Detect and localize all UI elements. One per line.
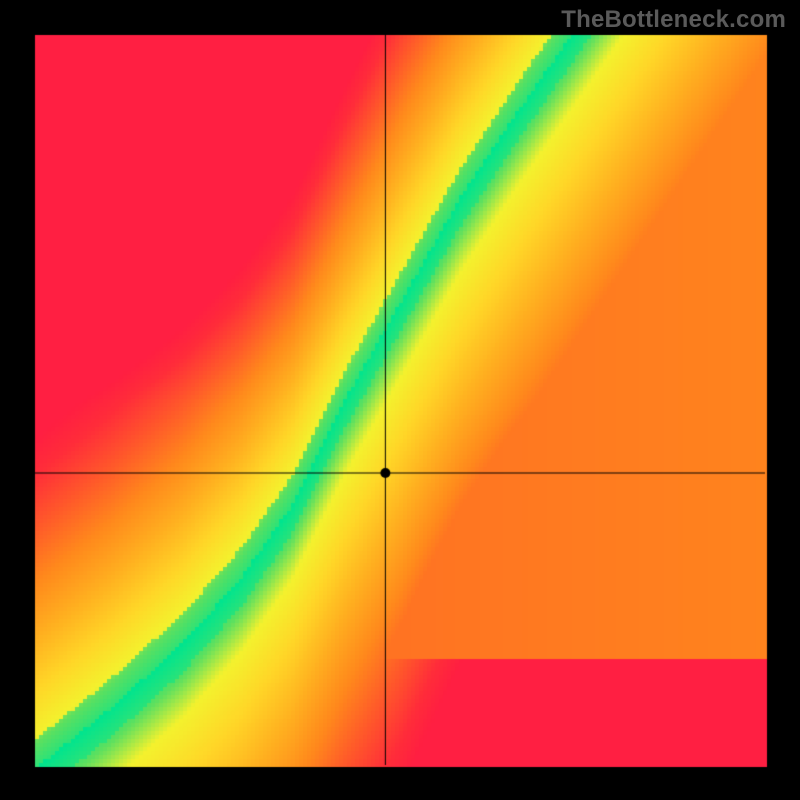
heatmap-canvas	[0, 0, 800, 800]
chart-container: TheBottleneck.com	[0, 0, 800, 800]
watermark-text: TheBottleneck.com	[561, 6, 786, 34]
